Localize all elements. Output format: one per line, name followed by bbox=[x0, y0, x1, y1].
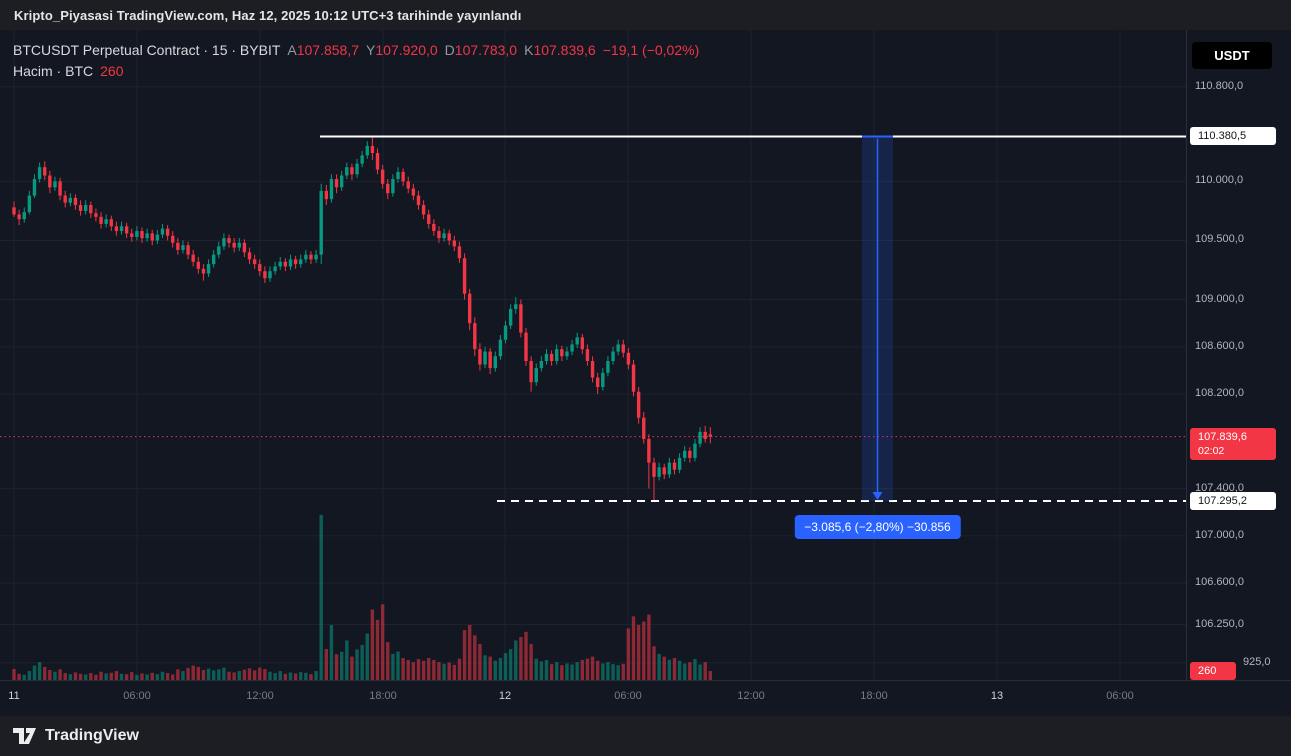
price-axis[interactable]: 110.800,0 110.000,0 109.500,0 109.000,0 108.… bbox=[1186, 30, 1291, 681]
tradingview-logo-icon[interactable] bbox=[13, 727, 37, 745]
time-axis-label: 18:00 bbox=[860, 690, 888, 702]
price-axis-label: 109.000,0 bbox=[1195, 292, 1244, 305]
time-axis-day-label: 12 bbox=[498, 690, 512, 702]
price-axis-label: 108.600,0 bbox=[1195, 339, 1244, 352]
time-axis-label: 12:00 bbox=[737, 690, 765, 702]
symbol-title[interactable]: BTCUSDT Perpetual Contract · 15 · BYBIT bbox=[13, 42, 281, 58]
price-axis-label: 925,0 bbox=[1243, 655, 1271, 668]
price-axis-label: 106.250,0 bbox=[1195, 617, 1244, 630]
high-value: Y107.920,0 bbox=[366, 42, 438, 58]
price-axis-label: 110.800,0 bbox=[1195, 79, 1244, 92]
volume-value-badge: 260 bbox=[1190, 662, 1236, 681]
price-axis-label: 107.000,0 bbox=[1195, 528, 1244, 541]
time-axis-day-label: 11 bbox=[8, 690, 20, 702]
time-axis[interactable]: 11 06:00 12:00 18:00 12 06:00 12:00 18:00 13 06:0… bbox=[0, 680, 1291, 716]
measure-tool[interactable] bbox=[862, 135, 893, 501]
bar-countdown: 02:02 bbox=[1198, 444, 1225, 457]
low-value: D107.783,0 bbox=[444, 42, 518, 58]
volume-bars bbox=[12, 514, 713, 680]
price-axis-label: 106.600,0 bbox=[1195, 576, 1244, 589]
time-axis-day-label: 13 bbox=[990, 690, 1004, 702]
time-axis-label: 18:00 bbox=[369, 690, 397, 702]
tradingview-wordmark[interactable]: TradingView bbox=[45, 727, 139, 744]
chart-region: BTCUSDT Perpetual Contract · 15 · BYBIT … bbox=[0, 30, 1291, 716]
time-axis-label: 06:00 bbox=[123, 690, 151, 702]
candlestick-chart[interactable] bbox=[0, 30, 1186, 680]
time-axis-label: 12:00 bbox=[246, 690, 274, 702]
current-price-badge: 107.839,6 02:02 bbox=[1190, 427, 1276, 460]
publish-bar: Kripto_Piyasasi TradingView.com, Haz 12,… bbox=[0, 0, 1291, 30]
volume-row: Hacim · BTC 260 bbox=[13, 61, 699, 82]
publish-text: Kripto_Piyasasi TradingView.com, Haz 12,… bbox=[14, 7, 522, 23]
currency-toggle-button[interactable]: USDT bbox=[1192, 42, 1272, 69]
time-axis-label: 06:00 bbox=[614, 690, 642, 702]
volume-indicator-value: 260 bbox=[100, 63, 124, 79]
symbol-row: BTCUSDT Perpetual Contract · 15 · BYBIT … bbox=[13, 40, 699, 61]
resistance-price-badge: 110.380,5 bbox=[1190, 127, 1276, 146]
price-pane[interactable]: BTCUSDT Perpetual Contract · 15 · BYBIT … bbox=[0, 30, 1186, 680]
open-value: A107.858,7 bbox=[287, 42, 360, 58]
support-price-badge: 107.295,2 bbox=[1190, 491, 1276, 510]
close-value: K107.839,6 bbox=[524, 42, 596, 58]
price-axis-label: 110.000,0 bbox=[1195, 174, 1244, 187]
time-axis-label: 06:00 bbox=[1106, 690, 1134, 702]
current-price-value: 107.839,6 bbox=[1198, 430, 1247, 443]
volume-indicator-label[interactable]: Hacim · BTC bbox=[13, 63, 94, 79]
chart-legend: BTCUSDT Perpetual Contract · 15 · BYBIT … bbox=[13, 40, 699, 82]
price-axis-label: 109.500,0 bbox=[1195, 233, 1244, 246]
price-axis-label: 108.200,0 bbox=[1195, 387, 1244, 400]
measure-tool-label[interactable]: −3.085,6 (−2,80%) −30.856 bbox=[794, 514, 961, 539]
change-value: −19,1 (−0,02%) bbox=[602, 42, 700, 58]
gridlines bbox=[0, 30, 1186, 680]
footer-bar: TradingView bbox=[0, 716, 1291, 756]
price-axis-label: 107.400,0 bbox=[1195, 481, 1244, 494]
candles bbox=[12, 136, 713, 502]
